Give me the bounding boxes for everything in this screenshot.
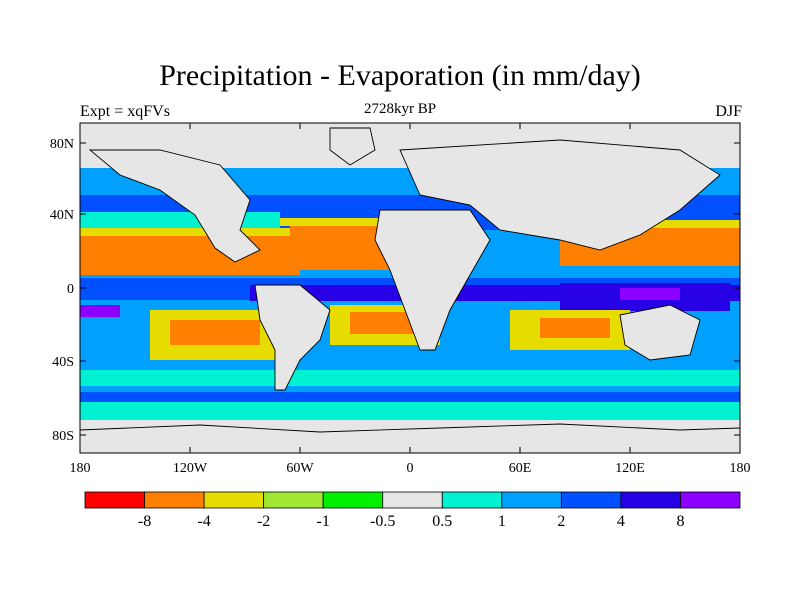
lon-label-180w: 180 [70,461,91,476]
colorbar-tick-label: 0.5 [432,513,452,530]
colorbar-swatch [680,491,741,509]
colorbar-swatch [84,491,145,509]
colorbar [84,491,741,509]
lon-label-180e: 180 [730,461,751,476]
lon-label-0: 0 [407,461,414,476]
colorbar-swatch [441,491,503,509]
colorbar-tick-label: 1 [498,513,506,530]
colorbar-tick-label: 8 [676,513,684,530]
lat-label-40s: 40S [52,355,74,370]
colorbar-swatch [263,491,324,509]
colorbar-swatch [501,491,562,509]
lat-label-80s: 80S [52,429,74,444]
lon-label-120w: 120W [173,461,208,476]
colorbar-swatch [382,491,443,509]
colorbar-swatch [203,491,265,509]
colorbar-swatch [620,491,681,509]
season-label: DJF [715,103,742,120]
experiment-label: Expt = xqFVs [80,103,170,120]
map-title: Precipitation - Evaporation (in mm/day) [159,59,641,92]
lon-label-60w: 60W [286,461,314,476]
lon-label-60e: 60E [509,461,532,476]
coastlines [80,127,740,433]
colorbar-tick-label: 2 [557,513,565,530]
lat-label-40n: 40N [50,208,74,223]
axis-ticks [80,123,740,453]
colorbar-swatch [144,491,205,509]
colorbar-tick-label: 4 [617,513,625,530]
colorbar-tick-label: -1 [317,513,330,530]
lon-label-120e: 120E [615,461,645,476]
colorbar-tick-label: -4 [197,513,210,530]
colorbar-tick-label: -2 [257,513,270,530]
lat-label-80n: 80N [50,137,74,152]
colorbar-tick-label: -8 [138,513,151,530]
colorbar-labels: -8 -4 -2 -1 -0.5 0.5 1 2 4 8 [138,513,685,530]
lat-label-0: 0 [67,282,74,297]
time-label: 2728kyr BP [363,101,437,117]
colorbar-swatch [322,491,384,509]
colorbar-swatch [560,491,622,509]
colorbar-tick-label: -0.5 [370,513,395,530]
